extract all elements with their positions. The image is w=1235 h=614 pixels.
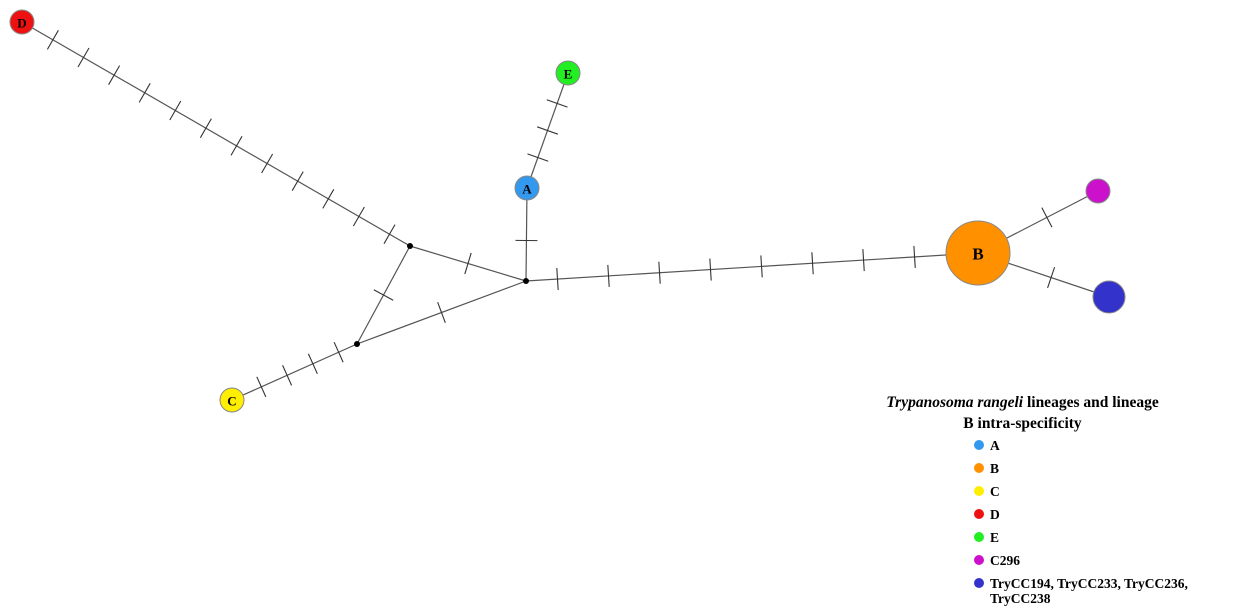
edge-d-j1 [21,21,411,247]
mutation-tick [333,341,344,363]
haplotype-node-d: D [9,9,35,35]
legend-swatch [974,486,984,496]
mutation-tick [607,264,610,287]
legend-swatch [974,509,984,519]
mutation-tick [437,302,446,323]
mutation-tick [546,99,568,108]
legend-item-a: A [974,438,1195,461]
edge-j2-a [525,187,528,282]
mutation-tick [352,206,365,227]
mutation-tick [1047,266,1056,289]
mutation-tick [556,268,559,291]
haplotype-circle [219,387,245,413]
mutation-tick [108,65,121,85]
legend-item-trycc: TryCC194, TryCC233, TryCC236, TryCC238 [974,576,1234,606]
legend-label: E [990,530,1000,545]
mutation-tick [230,136,243,156]
legend-swatch [974,440,984,450]
legend-label: B [990,461,1000,476]
legend-item-d: D [974,507,1195,530]
legend: Trypanosoma rangeli lineages and lineage… [850,392,1195,606]
legend-label: D [990,507,1000,522]
mutation-tick [862,249,865,272]
haplotype-circle [514,175,540,201]
mutation-tick [46,30,59,50]
legend-swatch [974,532,984,542]
mutation-tick [527,153,549,162]
legend-label: A [990,438,1000,453]
mutation-tick [811,252,814,275]
legend-label: C296 [990,553,1020,568]
mutation-tick [383,224,396,244]
mutation-tick [256,376,267,398]
legend-label: TryCC194, TryCC233, TryCC236, TryCC238 [990,576,1188,606]
haplotype-node-b: B [945,220,1011,286]
mutation-tick [307,353,318,375]
legend-item-e: E [974,530,1195,553]
mutation-tick [322,189,335,209]
legend-title-line1: lineages and lineage [1023,394,1159,411]
legend-swatch [974,578,984,588]
haplotype-label: D [17,16,26,31]
haplotype-node-c: C [219,387,245,413]
legend-item-b: B [974,461,1195,484]
edge-j2-b [525,252,979,282]
mutation-tick [536,126,559,135]
mutation-tick [1041,207,1053,228]
haplotype-node-a: A [514,175,540,201]
haplotype-circle [1085,178,1111,204]
mutation-tick [199,118,212,138]
mutation-tick [913,245,916,268]
haplotype-label: C [227,394,236,409]
mutation-tick [464,252,472,275]
mutation-tick [373,289,394,301]
legend-swatch [974,555,984,565]
mutation-tick [760,255,763,278]
mutation-tick [658,261,661,284]
mutation-tick [709,258,712,281]
haplotype-node-c296 [1085,178,1111,204]
median-vector-node [354,341,360,347]
mutation-tick [169,100,182,121]
haplotype-label: A [522,182,532,197]
haplotype-label: B [972,245,983,264]
median-vector-node [407,243,413,249]
legend-label: C [990,484,1000,499]
mutation-tick [138,83,151,103]
mutation-tick [261,153,274,174]
haplotype-label: E [564,67,573,82]
mutation-ticks [46,30,1056,398]
median-vectors [354,243,529,347]
legend-item-c: C [974,484,1195,507]
legend-title-line2: B intra-specificity [963,415,1082,432]
haplotype-circle [945,220,1011,286]
legend-swatch [974,463,984,473]
edge-j3-c [231,343,358,401]
haplotype-nodes: D E A B C [9,9,1126,413]
legend-item-c296: C296 [974,553,1195,576]
haplotype-node-try [1092,280,1126,314]
legend-title: Trypanosoma rangeli lineages and lineage… [850,392,1195,434]
haplotype-circle [1092,280,1126,314]
haplotype-circle [9,9,35,35]
legend-title-species: Trypanosoma rangeli [886,394,1024,411]
mutation-tick [282,365,293,386]
mutation-tick [77,47,90,68]
haplotype-node-e: E [555,60,581,86]
median-vector-node [523,278,529,284]
haplotype-circle [555,60,581,86]
mutation-tick [291,171,304,191]
